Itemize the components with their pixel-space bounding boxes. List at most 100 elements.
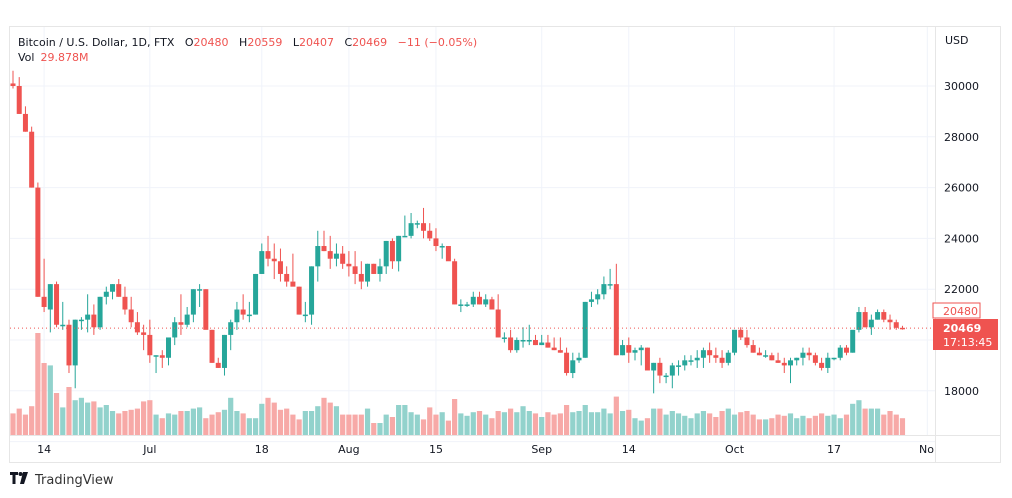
volume-bar <box>657 408 663 435</box>
volume-bar <box>514 412 520 435</box>
candle-down <box>477 296 482 305</box>
candle-down <box>862 312 868 328</box>
time-tick-label: 18 <box>255 443 269 456</box>
volume-bar <box>85 402 91 435</box>
volume-bar <box>128 409 134 435</box>
candle-down <box>508 337 514 351</box>
volume-bar <box>246 418 252 435</box>
candle-down <box>116 284 122 297</box>
volume-bar <box>452 399 458 435</box>
volume-bar <box>806 418 812 435</box>
candle-up <box>85 314 91 320</box>
price-tick-label: 24000 <box>944 232 979 245</box>
volume-bar <box>221 409 228 435</box>
candle-up <box>172 322 178 338</box>
candle-down <box>445 246 451 262</box>
volume-bar <box>215 412 221 435</box>
volume-bar <box>794 418 800 435</box>
price-axis[interactable]: 30000 28000 26000 24000 22000 18000 <box>944 80 979 398</box>
candle-down <box>495 309 501 338</box>
candle-up <box>414 223 420 225</box>
volume-bar <box>899 418 906 435</box>
candle-up <box>669 365 675 376</box>
volume-bar <box>470 412 476 435</box>
candle-up <box>725 352 731 363</box>
open-price-marker: 20480 <box>932 302 981 319</box>
volume-label[interactable]: Vol <box>18 51 35 64</box>
volume-bar <box>252 418 259 435</box>
volume-bar <box>781 415 787 435</box>
candle-up <box>439 246 445 248</box>
candle-up <box>246 314 252 317</box>
volume-bar <box>644 418 651 435</box>
candle-down <box>545 342 551 348</box>
volume-bar <box>277 409 284 435</box>
candle-down <box>887 319 893 323</box>
volume-bar <box>812 415 818 435</box>
candle-down <box>421 223 427 231</box>
candle-down <box>613 284 619 356</box>
candle-down <box>719 357 725 363</box>
candle-down <box>91 314 97 328</box>
candle-down <box>271 258 277 262</box>
tradingview-brand[interactable]: TradingView <box>10 472 114 488</box>
volume-bar <box>843 414 850 435</box>
candle-up <box>253 273 259 315</box>
candlesticks <box>10 70 905 394</box>
close-value: 20469 <box>352 36 388 49</box>
volume-bar <box>613 396 619 435</box>
time-tick-label: Aug <box>338 443 359 456</box>
candle-down <box>54 284 60 325</box>
candle-up <box>837 347 843 358</box>
volume-bar <box>265 397 271 435</box>
volume-bar <box>197 407 203 435</box>
candle-up <box>377 266 383 274</box>
candle-up <box>539 342 545 346</box>
candle-down <box>433 238 439 247</box>
volume-bar <box>632 418 638 435</box>
candle-down <box>327 251 333 259</box>
volume-bar <box>116 413 122 435</box>
volume-bar <box>458 413 464 435</box>
candle-up <box>663 375 669 378</box>
candle-up <box>682 360 688 366</box>
candle-down <box>346 263 352 267</box>
volume-bar <box>234 411 240 435</box>
candle-up <box>638 347 644 351</box>
volume-bar <box>694 413 700 435</box>
volume-bar <box>707 413 713 435</box>
candle-down <box>557 350 563 353</box>
volume-bar <box>651 408 657 435</box>
candle-down <box>750 345 756 353</box>
volume-bar <box>358 414 364 435</box>
candle-down <box>265 251 271 259</box>
price-tick-label: 26000 <box>944 182 979 195</box>
volume-bar <box>483 414 489 435</box>
price-tick-label: 22000 <box>944 283 979 296</box>
time-tick-label: 15 <box>429 443 443 456</box>
candle-up <box>800 352 806 358</box>
volume-bar <box>383 414 389 435</box>
tradingview-logo-icon <box>10 472 30 488</box>
volume-bar <box>427 407 433 435</box>
candle-up <box>60 324 66 327</box>
candle-up <box>788 360 793 366</box>
candle-up <box>620 345 626 356</box>
volume-bar <box>576 411 582 435</box>
candle-down <box>427 230 433 239</box>
candle-down <box>707 350 713 356</box>
volume-bar <box>588 412 595 435</box>
chart-frame <box>9 26 1001 463</box>
volume-bar <box>141 401 147 435</box>
volume-bar <box>315 406 321 435</box>
time-axis[interactable]: 14 Jul 18 Aug 15 Sep 14 Oct 17 No <box>37 443 934 456</box>
candle-up <box>110 284 116 292</box>
volume-bar <box>881 414 887 435</box>
candle-up <box>197 289 203 291</box>
volume-bar <box>47 365 53 435</box>
volume-bar <box>520 406 526 435</box>
candle-up <box>526 340 532 342</box>
symbol-title[interactable]: Bitcoin / U.S. Dollar, 1D, FTX <box>18 36 175 49</box>
volume-bar <box>371 423 377 435</box>
